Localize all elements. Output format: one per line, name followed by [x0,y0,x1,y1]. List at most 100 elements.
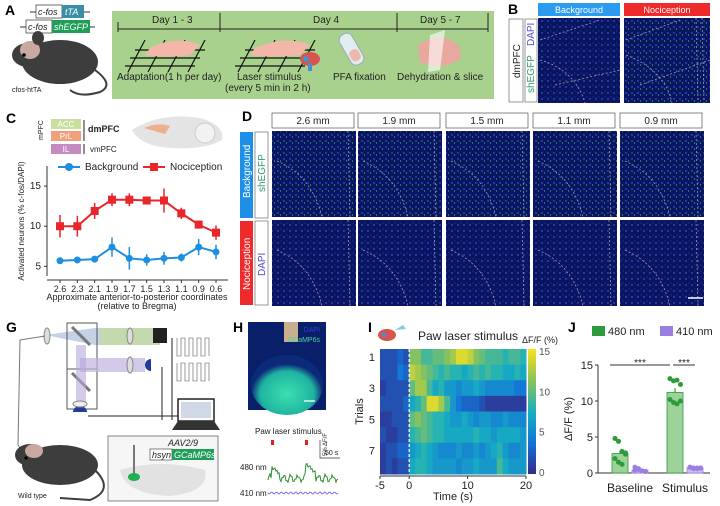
heatmap-cell [461,458,469,475]
signal-waveform-icon [176,337,210,382]
mouse-illustration [12,31,108,96]
data-point [195,243,203,251]
heatmap-cell [473,380,480,397]
panel-b: B Background Nociception dmPFC DAPI shEG… [508,1,711,104]
heatmap-cell [479,364,486,381]
x-tick-label: 2.1 [88,284,101,294]
step-laser-stimulus: Laser stimulus [237,72,301,83]
chart-c: 5 10 15 2.6 2.3 2.1 1.9 1.7 1.5 1.3 1.1 0.9 0.6 Activ… [17,161,228,311]
heatmap-cell [391,364,399,381]
panel-d: D 2.6 mm 1.9 mm 1.5 mm 1.1 mm 0.9 mm Backgro… [240,108,704,307]
heatmap-cell [508,411,515,428]
heatmap-cell [385,442,393,459]
heatmap-cell [485,395,492,412]
heatmap-cell [461,395,469,412]
heatmap-cell [473,411,480,428]
heatmap-cell [415,427,422,444]
coordinate-header-box [271,112,355,129]
column-header-background-label: Background [555,5,603,15]
heatmap-cell [490,411,498,428]
heatmap-cell [426,442,434,459]
heatmap-cell [496,364,504,381]
heatmap-cell [385,364,393,381]
heatmap-cell [415,364,422,381]
step-dehydration-slice: Dehydration & slice [397,72,484,83]
panel-c: C mPFC ACC PrL IL dmPFC vmPFC 5 10 15 2.6 2.… [6,110,228,311]
x-tick-label: 1.7 [123,284,136,294]
row-label-nociception [240,221,253,305]
heatmap-cell [444,411,451,428]
heatmap-cell [438,395,445,412]
heatmap-cell [473,364,480,381]
promoter-label: hsyn [152,450,171,460]
y-tick-label: 10 [30,221,42,232]
data-point [194,220,203,229]
heatmap-cell [479,380,486,397]
significance-label: *** [634,358,646,369]
genotype-1-gene: tTA [65,7,78,17]
heatmap-cell [520,349,527,366]
heatmap-cell [403,380,410,397]
chart-j: 0 5 10 15 ΔF/F (%) Baseline Stimulus 480 nm 410 … [563,326,713,495]
timeline-day-5-7: Day 5 - 7 [420,15,461,26]
heatmap-cell [444,442,451,459]
data-point [73,222,82,231]
heatmap-cell [409,364,416,381]
heatmap-cell [409,458,416,475]
micrograph-background-5 [620,131,704,217]
legend-label: 480 nm [608,326,645,338]
heatmap-cell [420,380,428,397]
data-point [73,256,81,264]
y-tick-label: 3 [369,383,375,395]
genotype-1-promoter: c-fos [38,7,58,17]
series-line-background [59,245,217,262]
data-point [212,228,220,237]
heatmap-cell [490,380,498,397]
micrograph-background-4 [533,131,617,217]
data-point [619,461,625,467]
heatmap-cell [438,411,445,428]
heatmap-cell [397,442,404,459]
micrograph-nociception-4 [533,220,617,306]
heatmap-cell [455,380,463,397]
heatmap-cell [420,411,428,428]
genotype-2-gene: shEGFP [54,22,88,32]
heatmap-cell [473,458,480,475]
data-point [623,450,628,456]
laser-gun-icon [300,52,320,71]
heatmap-cell [385,395,393,412]
region-boundary [624,219,699,307]
virus-label: AAV2/9 [167,438,198,448]
data-point [142,196,151,205]
heatmap-cell [380,364,387,381]
x-tick-label: 0 [406,480,412,492]
heatmap-cell [415,395,422,412]
colorbar-tick-label: 0 [539,468,545,479]
heatmap-cell [490,364,498,381]
indicator-label: GCaMP6s [174,450,216,460]
data-point [177,209,186,218]
heatmap-cell [520,458,527,475]
heatmap-cell [444,364,451,381]
heatmap-cell [409,349,416,366]
x-tick-label: 10 [461,480,473,492]
heatmap-cell [496,458,504,475]
heatmap-cell [450,458,457,475]
heatmap-cell [432,380,439,397]
data-point [616,438,621,444]
heatmap-cell [385,380,393,397]
heatmap-cell [426,411,434,428]
heatmap-cell [490,458,498,475]
heatmap-cell [415,458,422,475]
fiber-track [284,322,298,342]
heatmap-cell [444,349,451,366]
row-label-nociception-text: Nociception [242,238,253,290]
micrograph-nociception-3 [446,220,530,306]
scale-y-label: 5% ΔF/F [323,433,329,456]
legend-swatch [660,326,673,336]
heatmap-cell [432,395,439,412]
heatmap-cell [380,458,387,475]
heatmap-cell [391,458,399,475]
row-label-background [240,132,253,218]
heatmap-cell [520,380,527,397]
